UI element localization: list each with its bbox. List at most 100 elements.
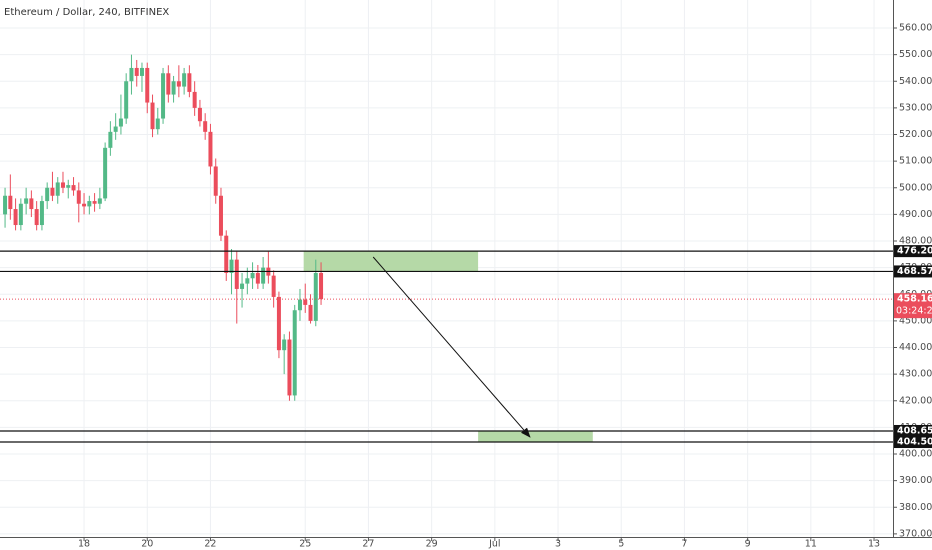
candle-body xyxy=(71,185,76,191)
candle-body xyxy=(171,81,176,95)
candle-body xyxy=(145,67,150,103)
level-label: 468.57 xyxy=(897,266,932,277)
y-tick-label: 500.00 xyxy=(899,182,932,193)
target-zone xyxy=(303,251,479,272)
candle-body xyxy=(118,118,123,127)
candle-body xyxy=(197,107,202,122)
x-tick-label: 29 xyxy=(426,539,438,550)
candle-body xyxy=(276,296,281,351)
trend-arrow xyxy=(372,256,531,438)
candle-body xyxy=(218,195,223,236)
y-tick-label: 480.00 xyxy=(899,236,932,247)
candle-body xyxy=(155,118,160,130)
candle-body xyxy=(60,182,65,188)
candle-body xyxy=(176,81,181,87)
candle-body xyxy=(97,198,102,204)
current-price-box xyxy=(894,293,932,319)
level-label: 408.65 xyxy=(897,425,932,436)
candle-body xyxy=(150,102,155,130)
x-tick-label: 13 xyxy=(868,539,880,550)
candle-body xyxy=(87,201,92,207)
target-zone xyxy=(478,430,593,443)
candle-body xyxy=(308,304,313,321)
candle-body xyxy=(39,201,44,226)
candle-body xyxy=(34,209,39,226)
candle-body xyxy=(192,91,197,108)
candle-body xyxy=(161,73,166,119)
candle-body xyxy=(245,278,250,284)
candle-body xyxy=(208,131,213,167)
candle-body xyxy=(224,235,229,273)
candle-body xyxy=(45,187,50,202)
candle-body xyxy=(303,299,308,305)
candle-body xyxy=(203,121,208,132)
x-tick-label: 3 xyxy=(555,539,561,550)
y-tick-label: 420.00 xyxy=(899,395,932,406)
candle-body xyxy=(255,272,260,284)
countdown-label: 03:24:22 xyxy=(896,306,932,317)
y-tick-label: 520.00 xyxy=(899,129,932,140)
y-tick-label: 380.00 xyxy=(899,502,932,513)
candle-body xyxy=(213,166,218,196)
y-tick-label: 440.00 xyxy=(899,342,932,353)
candle-body xyxy=(108,131,113,148)
candle-body xyxy=(129,67,134,82)
x-tick-label: 7 xyxy=(681,539,687,550)
candle-body xyxy=(50,187,55,196)
candle-body xyxy=(261,267,266,284)
x-tick-label: 18 xyxy=(78,539,90,550)
current-price-label: 458.16 xyxy=(897,294,932,305)
candle-body xyxy=(234,259,239,289)
candle-body xyxy=(113,126,118,132)
candle-body xyxy=(92,201,97,204)
level-label-box xyxy=(894,245,932,258)
x-tick-label: 27 xyxy=(362,539,374,550)
x-tick-label: 5 xyxy=(618,539,624,550)
y-tick-label: 400.00 xyxy=(899,449,932,460)
x-tick-label: 22 xyxy=(204,539,216,550)
candle-body xyxy=(55,182,60,196)
candle-body xyxy=(287,339,292,396)
level-label-box xyxy=(894,265,932,278)
y-tick-label: 390.00 xyxy=(899,475,932,486)
candle-body xyxy=(82,203,87,207)
candle-body xyxy=(139,67,144,76)
candle-body xyxy=(13,209,18,226)
candle-body xyxy=(3,195,8,215)
x-tick-label: 25 xyxy=(299,539,311,550)
candle-body xyxy=(292,310,297,396)
y-tick-label: 550.00 xyxy=(899,49,932,60)
candle-body xyxy=(271,275,276,297)
candle-body xyxy=(166,73,171,95)
y-tick-label: 430.00 xyxy=(899,369,932,380)
candle-body xyxy=(250,272,255,279)
y-tick-label: 490.00 xyxy=(899,209,932,220)
level-label-box xyxy=(894,436,932,449)
y-tick-label: 540.00 xyxy=(899,76,932,87)
candle-body xyxy=(29,198,34,210)
candle-body xyxy=(134,67,139,76)
y-tick-label: 510.00 xyxy=(899,156,932,167)
candle-body xyxy=(319,272,324,300)
candle-body xyxy=(124,81,129,119)
x-tick-label: Jul xyxy=(488,539,500,550)
candle-body xyxy=(229,259,234,273)
chart-title: Ethereum / Dollar, 240, BITFINEX xyxy=(4,7,169,18)
x-tick-label: 9 xyxy=(745,539,751,550)
x-tick-label: 20 xyxy=(141,539,153,550)
y-tick-label: 560.00 xyxy=(899,23,932,34)
candle-body xyxy=(24,198,29,204)
x-tick-label: 11 xyxy=(805,539,817,550)
candle-body xyxy=(18,203,23,226)
level-label-box xyxy=(894,424,932,437)
level-label: 476.20 xyxy=(897,246,932,257)
candle-body xyxy=(282,339,287,351)
y-tick-label: 450.00 xyxy=(899,315,932,326)
candle-body xyxy=(240,283,245,289)
y-tick-label: 370.00 xyxy=(899,528,932,539)
candle-body xyxy=(297,299,302,311)
y-tick-label: 530.00 xyxy=(899,102,932,113)
